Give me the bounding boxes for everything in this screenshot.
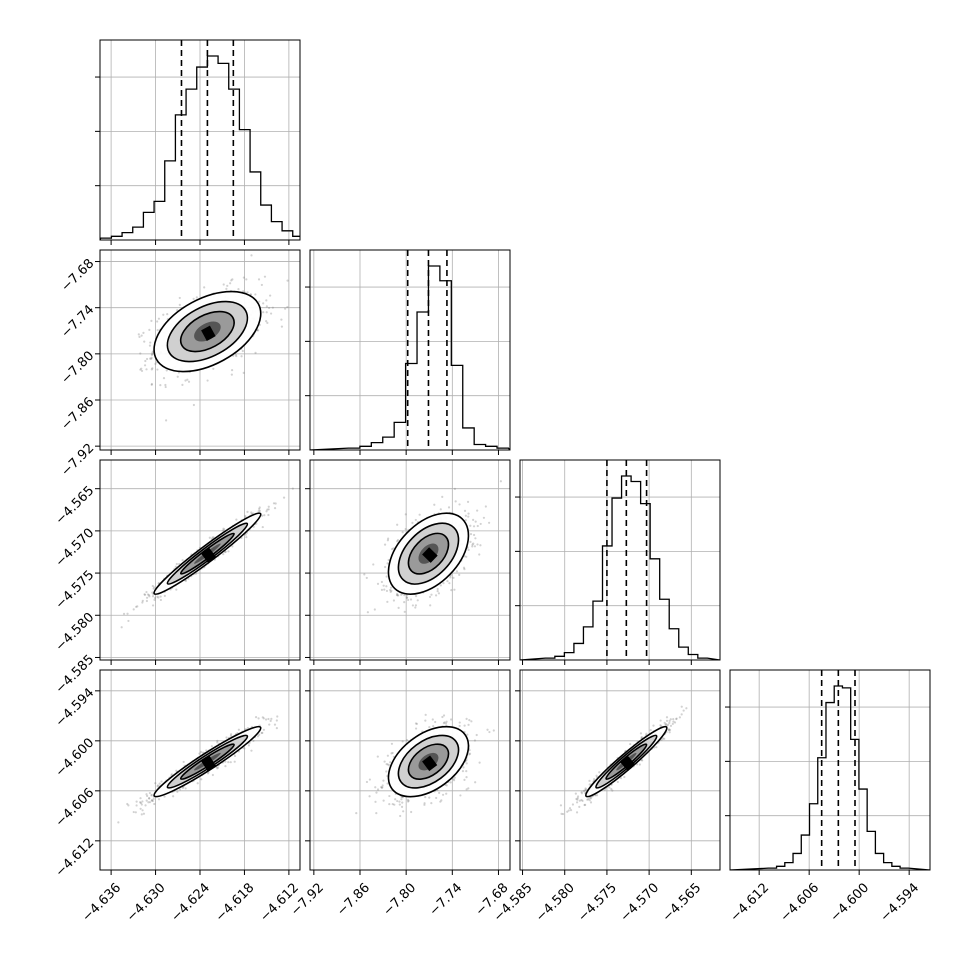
panel-1-0: −7.92 −7.86 −7.80 −7.74 −7.68 [59, 249, 301, 480]
y-tick-label-2-3: −4.570 [53, 526, 98, 571]
y-tick-label-2-2: −4.575 [53, 568, 98, 613]
panel-3-0: −4.612−4.606−4.600−4.594−4.636 −4.630 −4.6… [53, 669, 302, 925]
x-tick-label-1-3: −7.74 [427, 880, 466, 919]
density-peak [422, 547, 438, 563]
density-peak [201, 547, 217, 564]
histogram-step-2 [520, 475, 720, 660]
x-tick-label-2-2: −4.575 [575, 880, 620, 925]
x-tick-label-0-3: −4.618 [213, 880, 258, 925]
y-tick-label-3-0: −4.612 [53, 836, 98, 881]
y-tick-label-1-4: −7.68 [59, 256, 98, 295]
density-peak [619, 755, 636, 771]
panel-1-1 [305, 249, 511, 455]
density-peak [422, 755, 438, 772]
y-tick-label-2-1: −4.580 [53, 610, 98, 655]
panel-2-1 [305, 459, 511, 665]
x-tick-label-0-2: −4.624 [168, 880, 213, 925]
x-tick-label-0-0: −4.636 [80, 880, 125, 925]
histogram-step-1 [310, 265, 510, 450]
panel-frame [309, 459, 511, 661]
panel-frame [309, 669, 511, 871]
x-tick-label-0-1: −4.630 [124, 880, 169, 925]
y-tick-label-1-0: −7.92 [59, 441, 98, 480]
panel-frame [519, 669, 721, 871]
panel-2-0: −4.585−4.580−4.575−4.570−4.565 [53, 459, 301, 697]
panel-frame [729, 669, 931, 871]
y-tick-label-3-1: −4.606 [53, 786, 98, 831]
x-tick-label-2-4: −4.565 [660, 880, 705, 925]
y-tick-label-1-3: −7.74 [59, 302, 98, 341]
panel-frame [519, 459, 721, 661]
y-tick-label-3-2: −4.600 [53, 736, 98, 781]
x-tick-label-3-1: −4.606 [778, 880, 823, 925]
y-tick-label-2-4: −4.565 [53, 483, 98, 528]
density-peak [201, 325, 216, 341]
panel-3-1: −7.92 −7.86 −7.80 −7.74 −7.68 [288, 669, 512, 919]
density-peak [201, 755, 216, 772]
x-tick-label-2-1: −4.580 [533, 880, 578, 925]
x-tick-label-3-0: −4.612 [728, 880, 773, 925]
x-tick-label-3-3: −4.594 [878, 880, 923, 925]
y-tick-label-1-1: −7.86 [59, 395, 98, 434]
y-tick-label-1-2: −7.80 [59, 349, 98, 388]
x-tick-label-1-2: −7.80 [380, 880, 419, 919]
panel-2-2 [515, 459, 721, 665]
x-tick-label-1-1: −7.86 [334, 880, 373, 919]
panel-3-3: −4.612 −4.606 −4.600 −4.594 [725, 669, 931, 925]
panel-frame [309, 249, 511, 451]
histogram-step-3 [730, 685, 930, 870]
x-tick-label-2-3: −4.570 [618, 880, 663, 925]
panel-0-0 [95, 39, 301, 245]
x-tick-label-3-2: −4.600 [828, 880, 873, 925]
panel-3-2: −4.585−4.580−4.575−4.570−4.565 [491, 669, 721, 925]
